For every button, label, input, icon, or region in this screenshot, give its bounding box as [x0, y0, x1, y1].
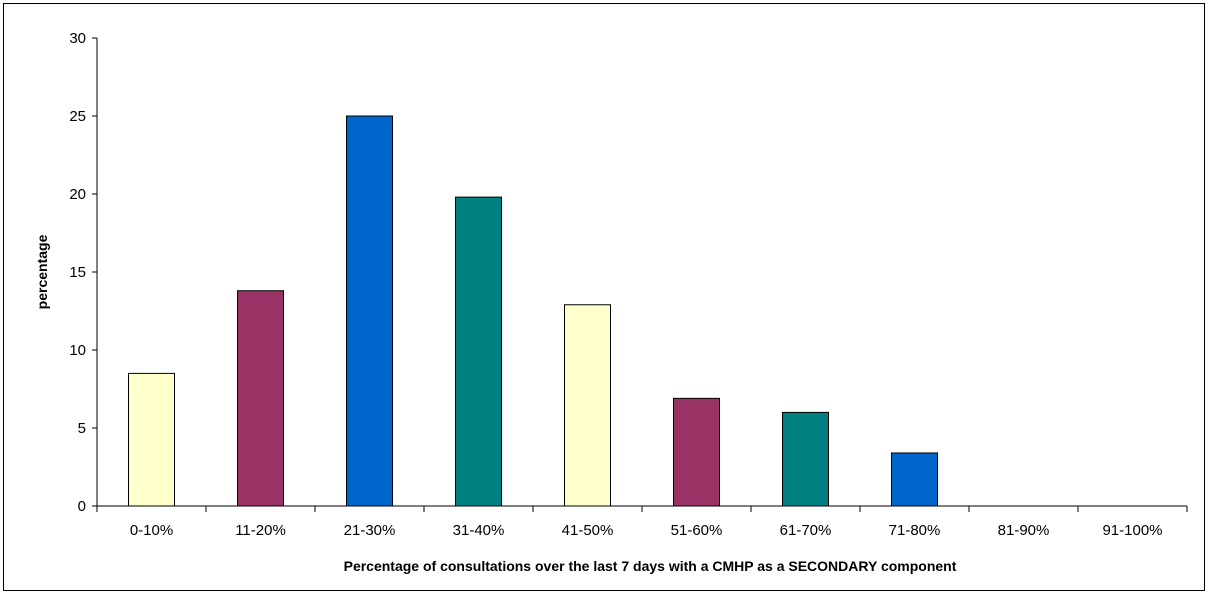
- x-axis-title: Percentage of consultations over the las…: [344, 558, 957, 574]
- x-tick-label: 61-70%: [780, 522, 832, 539]
- bar-71-80pct: [891, 452, 938, 507]
- bars-group: [128, 115, 938, 507]
- x-tick-label: 81-90%: [998, 522, 1050, 539]
- y-tick-label: 15: [69, 264, 86, 281]
- x-tick-label: 21-30%: [344, 522, 396, 539]
- x-tick-label: 0-10%: [130, 522, 173, 539]
- bar-51-60pct: [673, 397, 720, 507]
- y-axis-title: percentage: [34, 234, 50, 309]
- x-tick-label: 31-40%: [453, 522, 505, 539]
- x-tick-label: 41-50%: [562, 522, 614, 539]
- bar-0-10pct: [128, 372, 175, 507]
- x-axis: 0-10% 11-20% 21-30% 31-40% 41-50% 51-60% 61-70…: [96, 505, 1188, 539]
- y-tick-label: 10: [69, 342, 86, 359]
- y-tick-label: 25: [69, 108, 86, 125]
- x-tick-label: 71-80%: [889, 522, 941, 539]
- y-tick-label: 30: [69, 30, 86, 47]
- x-tick-label: 11-20%: [235, 522, 286, 539]
- bar-31-40pct: [455, 196, 502, 507]
- bar-61-70pct: [782, 411, 829, 507]
- y-tick-label: 5: [78, 420, 86, 437]
- x-tick-label: 51-60%: [671, 522, 723, 539]
- x-tick-label: 91-100%: [1102, 522, 1162, 539]
- y-tick-label: 0: [78, 498, 86, 515]
- y-axis: 0 5 10 15 20 25 30: [69, 30, 98, 515]
- y-tick-label: 20: [69, 186, 86, 203]
- bar-21-30pct: [346, 115, 393, 507]
- bar-41-50pct: [564, 304, 611, 507]
- bar-11-20pct: [237, 290, 284, 507]
